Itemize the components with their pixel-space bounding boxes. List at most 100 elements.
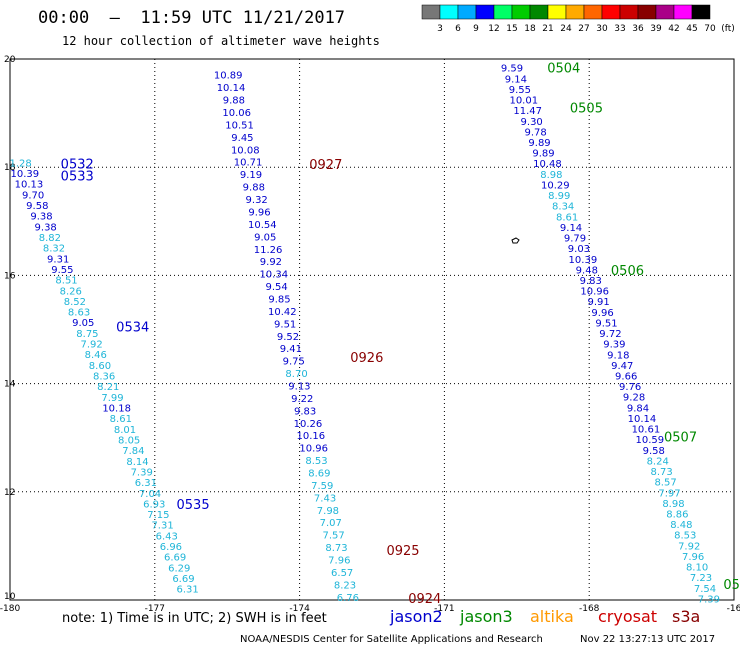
y-tick-label: 16 — [4, 271, 16, 281]
swh-value: 8.86 — [666, 510, 688, 521]
swh-value: 8.32 — [43, 244, 65, 255]
swh-value: 6.57 — [331, 568, 353, 579]
swh-value: 10.54 — [248, 220, 277, 231]
swh-value: 7.39 — [698, 594, 720, 605]
time-label: 0505 — [570, 102, 603, 117]
swh-value: 9.78 — [524, 127, 546, 138]
island-shape — [511, 237, 520, 244]
swh-value: 8.69 — [308, 468, 330, 479]
time-label: 0506 — [611, 264, 644, 279]
swh-value: 8.82 — [39, 233, 61, 244]
legend-label: 24 — [560, 24, 572, 34]
swh-value: 8.98 — [540, 170, 562, 181]
swh-value: 1.28 — [9, 158, 31, 169]
swh-value: 8.75 — [76, 329, 98, 340]
swh-value: 7.96 — [682, 552, 704, 563]
swh-value: 9.22 — [291, 394, 313, 405]
legend-label: 27 — [578, 24, 589, 34]
swh-value: 9.48 — [576, 265, 598, 276]
island-marker — [511, 237, 520, 244]
swh-value: 9.14 — [560, 223, 582, 234]
swh-value: 8.21 — [97, 382, 119, 393]
swh-value: 9.79 — [564, 234, 586, 245]
color-scale-legend: 3 6 9 12 15 18 21 24 27 30 33 36 39 42 45 70 (ft) — [421, 4, 735, 34]
swh-value: 10.96 — [580, 287, 609, 298]
x-tick-label: -16 — [727, 604, 740, 614]
swh-value: 8.98 — [662, 499, 684, 510]
swh-value: 6.31 — [135, 478, 157, 489]
swh-value: 9.51 — [274, 319, 296, 330]
swh-value: 10.48 — [533, 159, 562, 170]
swh-value: 7.96 — [328, 556, 350, 567]
legend-label: 6 — [455, 24, 461, 34]
swh-value: 9.75 — [283, 357, 305, 368]
satellite-tracks: 1.2810.3910.139.709.589.389.388.828.329.… — [9, 62, 739, 607]
swh-value: 9.38 — [30, 212, 52, 223]
swh-value: 9.14 — [505, 74, 527, 85]
y-tick-label: 10 — [4, 592, 16, 602]
swh-value: 8.52 — [64, 297, 86, 308]
x-tick-label: -171 — [434, 604, 454, 614]
swh-value: 9.58 — [643, 446, 665, 457]
x-tick-label: -180 — [0, 604, 20, 614]
swh-value: 9.47 — [611, 361, 633, 372]
legend-swatch — [511, 4, 531, 20]
sat-label-cryosat: cryosat — [598, 607, 658, 626]
swh-value: 8.57 — [654, 478, 676, 489]
legend-label: 36 — [632, 24, 644, 34]
time-label: 0926 — [350, 351, 383, 366]
legend-swatch — [421, 4, 441, 20]
swh-value: 8.60 — [89, 361, 111, 372]
footer-note: note: 1) Time is in UTC; 2) SWH is in fe… — [62, 611, 327, 626]
swh-value: 9.52 — [277, 332, 299, 343]
swh-value: 7.39 — [131, 467, 153, 478]
swh-value: 10.89 — [214, 71, 243, 82]
legend-swatch — [583, 4, 603, 20]
swh-value: 7.97 — [658, 488, 680, 499]
swh-value: 9.88 — [223, 96, 245, 107]
x-tick-label: -177 — [145, 604, 165, 614]
swh-value: 10.01 — [509, 96, 538, 107]
swh-value: 8.26 — [60, 286, 82, 297]
swh-value: 8.53 — [674, 531, 696, 542]
swh-value: 9.51 — [595, 318, 617, 329]
swh-value: 9.89 — [528, 138, 550, 149]
swh-value: 8.53 — [305, 456, 327, 467]
swh-value: 10.39 — [10, 169, 39, 180]
swh-value: 10.08 — [231, 145, 260, 156]
swh-value: 9.38 — [35, 222, 57, 233]
y-tick-label: 20 — [4, 55, 16, 65]
legend-label: 33 — [614, 24, 625, 34]
swh-value: 9.85 — [268, 294, 290, 305]
swh-value: 7.92 — [678, 541, 700, 552]
swh-value: 9.58 — [26, 201, 48, 212]
swh-value: 8.70 — [285, 369, 307, 380]
swh-value: 7.07 — [320, 518, 342, 529]
swh-value: 6.43 — [156, 531, 178, 542]
y-tick-label: 14 — [4, 380, 16, 390]
swh-value: 9.70 — [22, 190, 44, 201]
time-label: 0507 — [664, 431, 697, 446]
legend-label: 45 — [686, 24, 697, 34]
swh-value: 8.63 — [68, 308, 90, 319]
swh-value: 10.18 — [102, 403, 131, 414]
swh-value: 10.13 — [15, 180, 44, 191]
swh-value: 7.15 — [147, 510, 169, 521]
swh-value: 10.71 — [234, 158, 263, 169]
legend-swatch — [691, 4, 711, 20]
y-tick-label: 12 — [4, 488, 15, 498]
swh-value: 6.31 — [176, 585, 198, 596]
swh-value: 10.34 — [259, 270, 288, 281]
swh-value: 7.23 — [690, 573, 712, 584]
swh-value: 8.05 — [118, 435, 140, 446]
swh-value: 10.39 — [569, 255, 598, 266]
legend-swatch — [547, 4, 567, 20]
generated-timestamp: Nov 22 13:27:13 UTC 2017 — [580, 634, 716, 645]
swh-value: 6.69 — [172, 574, 194, 585]
track-jason2: 10.8910.149.8810.0610.519.4510.0810.719.… — [214, 71, 441, 607]
chart-subtitle: 12 hour collection of altimeter wave hei… — [62, 34, 380, 48]
plot-grid — [10, 59, 734, 600]
time-label: 0532 — [61, 157, 94, 172]
swh-value: 8.01 — [114, 425, 136, 436]
